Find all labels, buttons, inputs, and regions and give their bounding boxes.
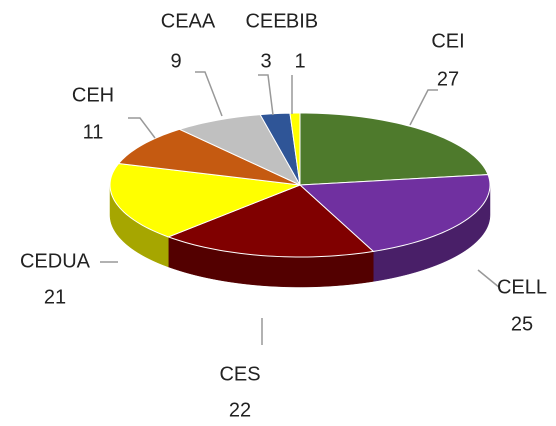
category-label: CEDUA — [20, 250, 91, 272]
pie-slice — [289, 112, 301, 186]
category-label: CEH — [72, 84, 114, 106]
value-label: 3 — [260, 50, 271, 72]
category-label: CEAA — [161, 10, 216, 32]
leader-line — [477, 269, 501, 289]
value-label: 1 — [294, 50, 305, 72]
value-label: 11 — [83, 121, 104, 143]
category-label: CEE — [245, 10, 286, 32]
pie-slice — [299, 112, 489, 186]
value-label: 22 — [229, 399, 251, 421]
pie-slice — [298, 174, 491, 252]
category-label: CELL — [497, 276, 547, 298]
leader-line — [128, 117, 156, 139]
category-label: CES — [219, 363, 260, 385]
leader-line — [195, 71, 223, 117]
value-label: 9 — [170, 50, 181, 72]
value-label: 27 — [437, 68, 459, 90]
pie-slice — [117, 128, 301, 186]
value-label: 25 — [511, 313, 533, 335]
category-label: CEI — [431, 30, 464, 52]
pie-tops — [109, 112, 491, 258]
category-label: BIB — [286, 10, 318, 32]
pie-slice — [109, 162, 301, 238]
leader-line — [409, 89, 438, 126]
value-label: 21 — [44, 286, 66, 308]
pie-sides — [109, 184, 491, 288]
leader-line — [258, 74, 274, 116]
pie-slice — [166, 184, 375, 258]
pie-slice — [259, 112, 301, 186]
